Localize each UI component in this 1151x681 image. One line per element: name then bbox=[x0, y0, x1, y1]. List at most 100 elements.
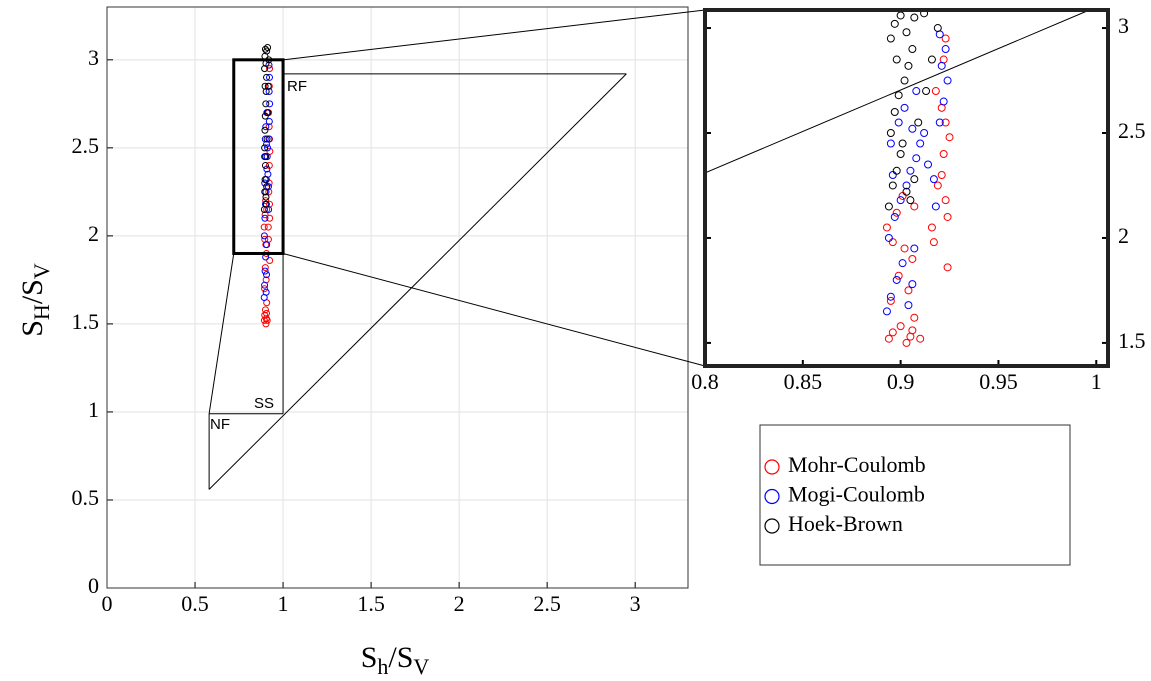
legend-label: Mogi-Coulomb bbox=[788, 482, 925, 507]
point bbox=[888, 328, 897, 337]
xlabel-part: h bbox=[377, 654, 388, 679]
point bbox=[943, 212, 952, 221]
point bbox=[894, 271, 903, 280]
y-tick-label: 2 bbox=[1118, 223, 1129, 248]
point bbox=[929, 238, 938, 247]
point bbox=[941, 118, 950, 127]
y-tick-label: 2.5 bbox=[1118, 118, 1146, 143]
legend-marker bbox=[764, 459, 780, 475]
point bbox=[261, 179, 269, 187]
point bbox=[262, 320, 270, 328]
y-tick-label: 3 bbox=[1118, 13, 1129, 38]
point bbox=[920, 10, 929, 18]
point bbox=[264, 144, 272, 152]
point bbox=[924, 160, 933, 169]
y-tick-label: 3 bbox=[88, 45, 99, 70]
ylabel-part: /S bbox=[16, 279, 49, 304]
point bbox=[266, 257, 274, 265]
point bbox=[262, 123, 270, 131]
x-tick-label: 3 bbox=[630, 591, 641, 616]
point bbox=[263, 73, 271, 81]
point bbox=[888, 181, 897, 190]
point bbox=[908, 124, 917, 133]
point bbox=[266, 200, 274, 208]
point bbox=[886, 292, 895, 301]
point bbox=[910, 13, 919, 22]
y-tick-label: 0 bbox=[88, 573, 99, 598]
point bbox=[910, 244, 919, 253]
point bbox=[882, 223, 891, 232]
y-tick-label: 2.5 bbox=[72, 133, 100, 158]
annotation: SS bbox=[254, 395, 274, 412]
point bbox=[933, 181, 942, 190]
point bbox=[902, 181, 911, 190]
point bbox=[884, 334, 893, 343]
point bbox=[914, 118, 923, 127]
point bbox=[931, 87, 940, 96]
point bbox=[263, 135, 271, 143]
ylabel-part: V bbox=[29, 263, 54, 279]
point bbox=[910, 175, 919, 184]
axes-frame bbox=[106, 6, 689, 589]
point bbox=[898, 259, 907, 268]
xlabel-part: /S bbox=[388, 641, 413, 674]
x-tick-label: 1 bbox=[1091, 369, 1102, 394]
point bbox=[896, 322, 905, 331]
point bbox=[266, 214, 274, 222]
xlabel-part: V bbox=[413, 654, 429, 679]
inset-plot bbox=[705, 10, 1087, 347]
point bbox=[916, 139, 925, 148]
point bbox=[941, 34, 950, 43]
point bbox=[935, 118, 944, 127]
point bbox=[892, 275, 901, 284]
point bbox=[937, 61, 946, 70]
point bbox=[902, 28, 911, 37]
point bbox=[261, 267, 269, 275]
point bbox=[265, 161, 273, 169]
point bbox=[265, 88, 273, 96]
point bbox=[916, 334, 925, 343]
point bbox=[920, 129, 929, 138]
point bbox=[886, 296, 895, 305]
point bbox=[265, 117, 273, 125]
point bbox=[912, 154, 921, 163]
boundary-line bbox=[208, 253, 235, 414]
point bbox=[261, 82, 269, 90]
point bbox=[882, 307, 891, 316]
point bbox=[939, 97, 948, 106]
point bbox=[929, 175, 938, 184]
x-tick-label: 0.5 bbox=[181, 591, 209, 616]
point bbox=[904, 286, 913, 295]
point bbox=[939, 149, 948, 158]
point bbox=[892, 55, 901, 64]
point bbox=[263, 241, 271, 249]
point bbox=[908, 326, 917, 335]
point bbox=[908, 45, 917, 54]
zoom-box bbox=[232, 58, 285, 255]
ylabel-part: S bbox=[16, 320, 49, 337]
point bbox=[906, 196, 915, 205]
y-tick-label: 1.5 bbox=[1118, 328, 1146, 353]
point bbox=[262, 288, 270, 296]
point bbox=[261, 161, 269, 169]
point bbox=[931, 202, 940, 211]
boundary-line bbox=[208, 73, 627, 490]
point bbox=[896, 196, 905, 205]
point bbox=[261, 306, 269, 314]
y-tick-label: 2 bbox=[88, 221, 99, 246]
annotation: RF bbox=[287, 78, 307, 95]
point bbox=[262, 153, 270, 161]
point bbox=[266, 65, 274, 73]
point bbox=[263, 205, 271, 213]
point bbox=[910, 202, 919, 211]
point bbox=[263, 271, 271, 279]
annotation: NF bbox=[210, 416, 230, 433]
point bbox=[265, 123, 273, 131]
point bbox=[943, 76, 952, 85]
point bbox=[908, 280, 917, 289]
x-tick-label: 2 bbox=[454, 591, 465, 616]
point bbox=[937, 170, 946, 179]
point bbox=[261, 264, 269, 272]
y-tick-label: 1 bbox=[88, 397, 99, 422]
